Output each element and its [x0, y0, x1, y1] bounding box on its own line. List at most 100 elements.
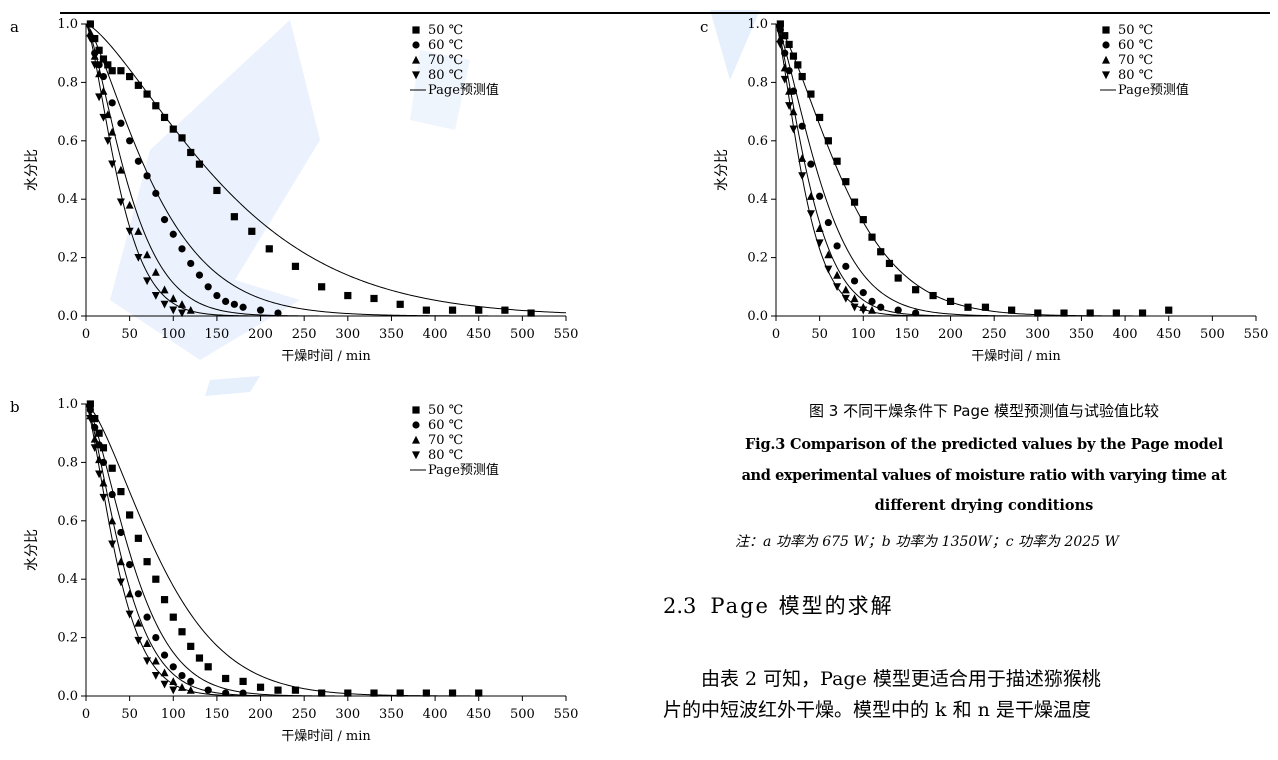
data-point: [104, 61, 112, 69]
panel-label: b: [10, 398, 20, 416]
data-point: [116, 165, 125, 174]
data-point: [230, 300, 238, 308]
chart-panel-b: b 0 50 100 150 200 250 300 350 400 450 500 550 0.0 0.2…: [0, 388, 600, 760]
y-axis-label: 水分比: [24, 529, 40, 571]
figure-caption-en-line1: Fig.3 Comparison of the predicted values…: [745, 436, 1223, 453]
data-point: [169, 125, 177, 133]
data-point: [116, 198, 125, 207]
data-point: [824, 137, 832, 145]
chart-panel-c: c 0 50 100 150 200 250 300 350 400 450 500 550 0.0 0.2…: [690, 8, 1278, 380]
y-tick-label: 1.0: [57, 397, 78, 412]
data-point: [318, 689, 326, 697]
data-point: [169, 230, 177, 238]
data-point: [859, 216, 867, 224]
data-point: [859, 306, 868, 315]
data-point: [222, 674, 230, 683]
data-point: [95, 46, 103, 54]
y-tick-label: 0.2: [57, 251, 78, 266]
data-point: [195, 160, 204, 168]
y-tick-label: 1.0: [57, 17, 78, 32]
legend-marker: [412, 55, 420, 64]
legend-label-model: Page预测值: [428, 82, 499, 98]
model-curve: [775, 23, 1230, 317]
data-point: [850, 294, 859, 303]
legend-label: 70 ℃: [428, 433, 463, 448]
data-point: [789, 125, 798, 134]
data-point: [143, 90, 151, 98]
data-point: [912, 286, 920, 294]
data-point: [798, 122, 806, 130]
legend-marker: [1102, 71, 1110, 80]
x-tick-label: 250: [292, 707, 317, 722]
legend-marker: [412, 26, 420, 34]
data-point: [807, 90, 815, 98]
data-point: [850, 277, 859, 285]
y-tick-label: 0.8: [57, 455, 78, 470]
data-point: [859, 289, 867, 297]
data-point: [833, 283, 842, 291]
data-point: [885, 259, 894, 268]
y-tick-label: 0.6: [57, 134, 78, 149]
data-point: [785, 86, 794, 95]
figure-note: 注：a 功率为 675 W；b 功率为 1350W；c 功率为 2025 W: [735, 534, 1119, 550]
data-point: [108, 464, 116, 472]
data-point: [95, 455, 104, 464]
data-point: [126, 511, 134, 519]
data-point: [99, 55, 108, 63]
x-axis-label: 干燥时间 / min: [281, 729, 371, 744]
data-point: [152, 575, 160, 583]
data-point: [108, 160, 117, 169]
model-curve: [775, 23, 1230, 317]
data-point: [117, 119, 125, 127]
model-curve: [85, 403, 540, 697]
data-point: [134, 81, 142, 89]
data-point: [912, 309, 920, 317]
data-point: [776, 34, 785, 43]
y-tick-label: 0.4: [57, 572, 78, 587]
x-tick-label: 450: [466, 327, 491, 342]
data-point: [842, 178, 850, 186]
data-point: [169, 613, 177, 621]
data-point: [99, 493, 108, 502]
data-point: [850, 198, 859, 206]
legend-label: 50 ℃: [428, 403, 463, 418]
data-point: [239, 677, 247, 685]
data-point: [833, 270, 842, 279]
x-tick-label: 400: [1113, 327, 1138, 342]
data-point: [448, 689, 457, 697]
data-point: [781, 49, 789, 57]
data-point: [1060, 309, 1068, 317]
chart-c: c 0 50 100 150 200 250 300 350 400 450 500 550 0.0 0.2…: [700, 17, 1268, 364]
data-point: [108, 99, 116, 107]
data-point: [204, 283, 212, 291]
data-point: [1165, 306, 1173, 314]
data-point: [126, 72, 134, 81]
data-point: [178, 134, 186, 142]
data-point: [134, 590, 142, 598]
data-point: [169, 686, 178, 695]
data-point: [1138, 309, 1147, 317]
data-point: [946, 297, 955, 305]
x-tick-label: 100: [851, 327, 876, 342]
data-point: [248, 227, 256, 235]
data-point: [274, 686, 282, 694]
data-point: [1034, 309, 1042, 317]
data-point: [86, 20, 94, 28]
data-point: [396, 689, 404, 697]
data-point: [815, 239, 824, 248]
data-point: [798, 154, 807, 162]
data-point: [178, 245, 186, 253]
x-axis-label: 干燥时间 / min: [281, 349, 371, 364]
x-tick-label: 400: [423, 327, 448, 342]
data-point: [1112, 309, 1120, 317]
chart-a: a 0 50 100 150 200 250 300 350 400 450 500 550 0.0 0.2…: [10, 17, 578, 364]
x-tick-label: 450: [1156, 327, 1181, 342]
body-paragraph-line2: 片的中短波红外干燥。模型中的 k 和 n 是干燥温度: [663, 699, 1091, 721]
data-point: [868, 233, 876, 241]
data-point: [152, 634, 160, 642]
data-point: [789, 107, 798, 116]
data-point: [448, 306, 457, 314]
legend-marker: [412, 71, 420, 80]
data-point: [91, 35, 99, 43]
data-point: [1086, 309, 1094, 317]
